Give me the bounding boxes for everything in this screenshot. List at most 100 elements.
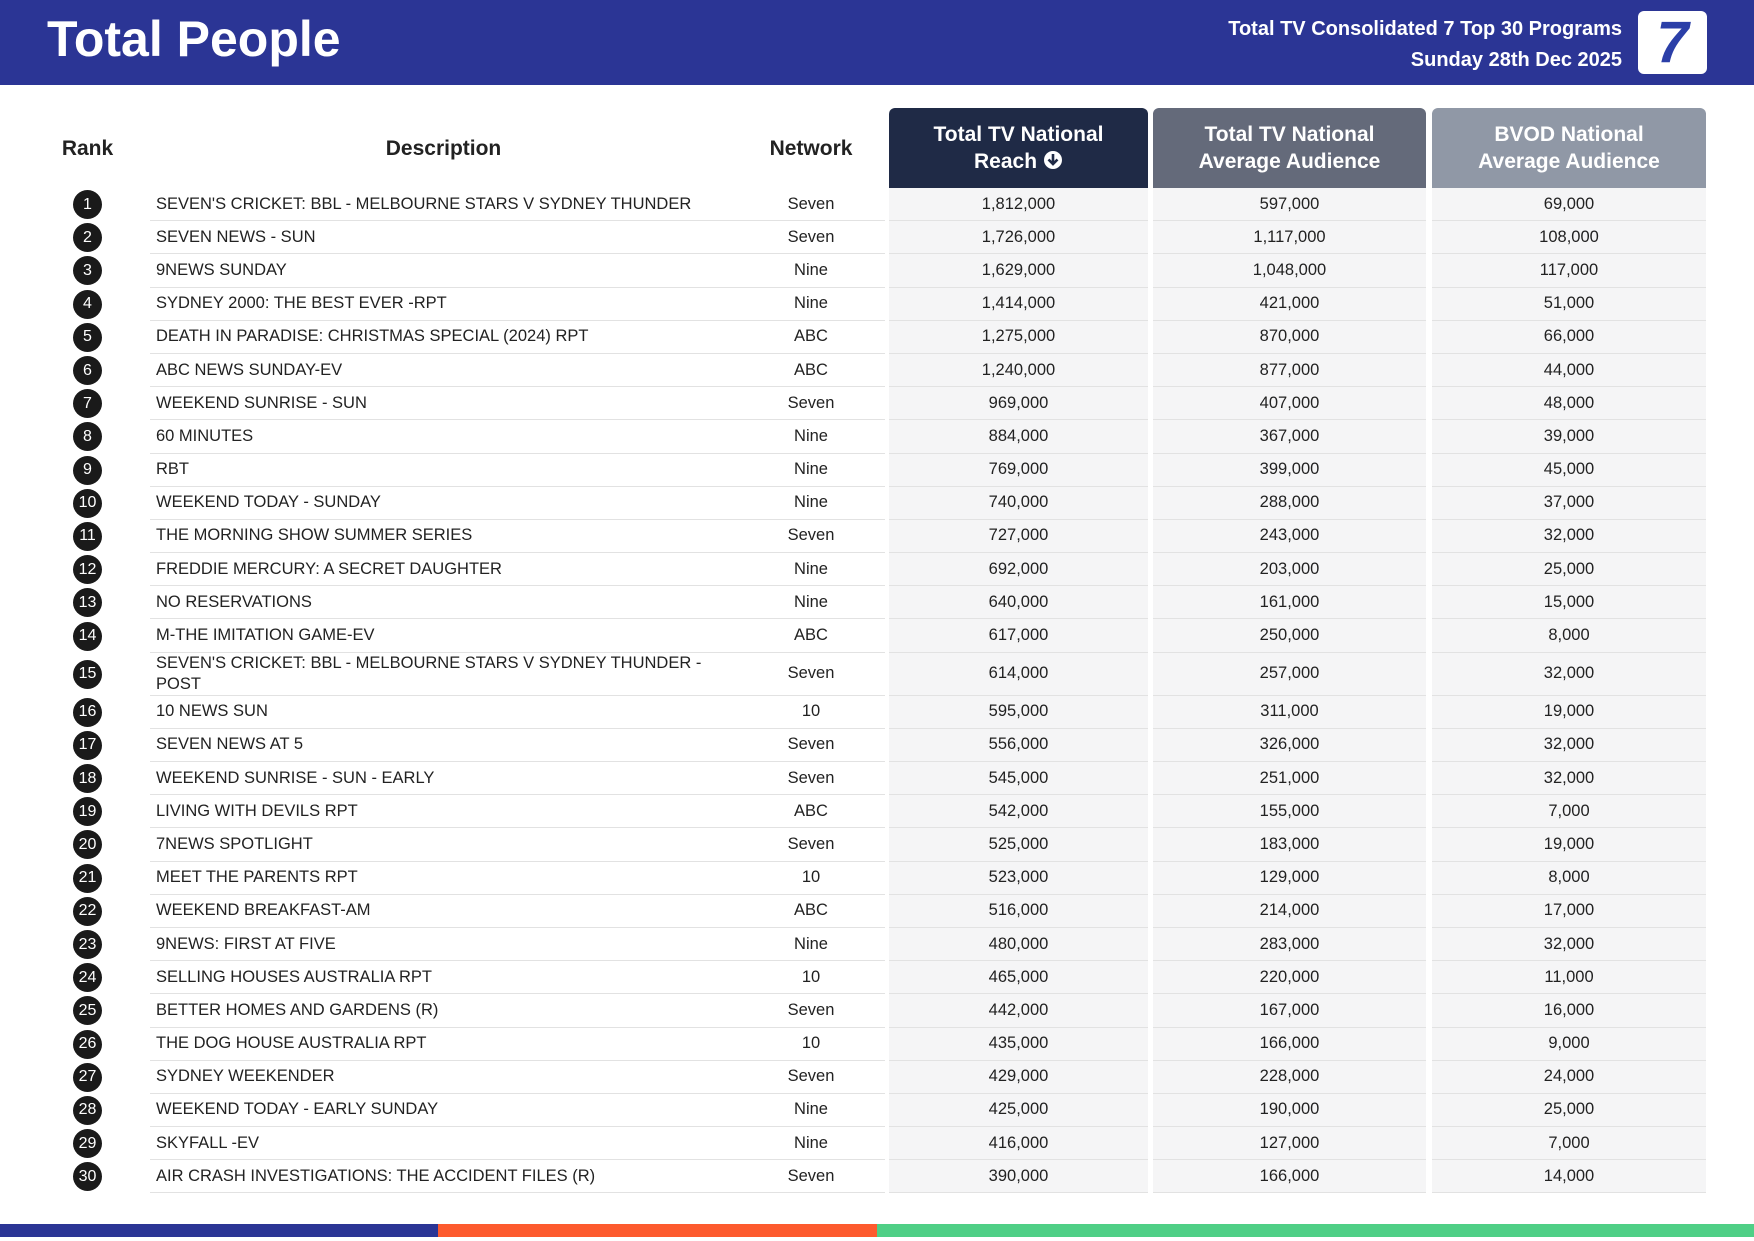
network-cell: Nine: [737, 254, 885, 288]
rank-badge: 2: [73, 223, 102, 253]
description-cell: SELLING HOUSES AUSTRALIA RPT: [150, 961, 737, 995]
rank-badge: 5: [73, 322, 102, 352]
table-row: 11 THE MORNING SHOW SUMMER SERIES Seven 727…: [25, 519, 1707, 554]
description-cell: 9NEWS SUNDAY: [150, 254, 737, 288]
description-cell: LIVING WITH DEVILS RPT: [150, 795, 737, 829]
header-text: Description: [385, 136, 502, 160]
value-cell: 7,000: [1432, 795, 1706, 829]
rank-badge: 30: [73, 1162, 102, 1192]
value-cell: 220,000: [1153, 961, 1426, 995]
network-cell: 10: [737, 862, 885, 895]
table-row: 18 WEEKEND SUNRISE - SUN - EARLY Seven 545,…: [25, 762, 1707, 796]
column-header: Total TV National Average Audience: [1153, 108, 1426, 188]
rank-cell: 15: [25, 653, 150, 696]
header-text: BVOD National: [1494, 123, 1644, 146]
rank-cell: 12: [25, 553, 150, 586]
value-cell: 390,000: [889, 1160, 1148, 1194]
table-row: 16 10 NEWS SUN 10 595,000 311,000 19,000: [25, 695, 1707, 729]
header-text: Reach: [973, 150, 1038, 173]
stripe: [0, 1224, 438, 1237]
value-cell: 769,000: [889, 453, 1148, 487]
value-cell: 1,117,000: [1153, 221, 1426, 255]
network-cell: 10: [737, 696, 885, 729]
rank-badge: 7: [73, 389, 102, 419]
subtitle-line: Total TV Consolidated 7 Top 30 Programs: [1228, 18, 1622, 40]
value-cell: 877,000: [1153, 353, 1426, 388]
rank-badge: 18: [73, 764, 102, 794]
description-cell: RBT: [150, 454, 737, 487]
value-cell: 161,000: [1153, 586, 1426, 620]
table-row: 14 M-THE IMITATION GAME-EV ABC 617,000 250,0…: [25, 619, 1707, 653]
value-cell: 367,000: [1153, 420, 1426, 454]
description-cell: SYDNEY WEEKENDER: [150, 1061, 737, 1094]
rank-badge: 25: [73, 996, 102, 1026]
description-cell: THE DOG HOUSE AUSTRALIA RPT: [150, 1028, 737, 1061]
network-cell: Seven: [737, 653, 885, 696]
description-cell: SEVEN NEWS AT 5: [150, 729, 737, 762]
rank-cell: 7: [25, 387, 150, 420]
value-cell: 640,000: [889, 586, 1148, 620]
value-cell: 25,000: [1432, 553, 1706, 587]
rank-badge: 4: [73, 289, 102, 319]
value-cell: 1,726,000: [889, 221, 1148, 255]
value-cell: 8,000: [1432, 619, 1706, 653]
value-cell: 32,000: [1432, 762, 1706, 796]
network-cell: Seven: [737, 221, 885, 255]
value-cell: 66,000: [1432, 320, 1706, 354]
table-row: 30 AIR CRASH INVESTIGATIONS: THE ACCIDENT…: [25, 1160, 1707, 1194]
table-row: 22 WEEKEND BREAKFAST-AM ABC 516,000 214,000 1…: [25, 894, 1707, 928]
header-text: Total TV National: [933, 123, 1104, 146]
rank-cell: 21: [25, 862, 150, 895]
rank-cell: 6: [25, 354, 150, 387]
value-cell: 870,000: [1153, 320, 1426, 354]
rank-badge: 24: [73, 963, 102, 993]
rank-cell: 28: [25, 1094, 150, 1127]
network-cell: ABC: [737, 321, 885, 354]
value-cell: 39,000: [1432, 420, 1706, 454]
value-cell: 69,000: [1432, 188, 1706, 222]
rank-cell: 5: [25, 321, 150, 354]
rank-cell: 2: [25, 221, 150, 254]
column-header: Total TV National Reach: [889, 108, 1148, 188]
rank-cell: 23: [25, 928, 150, 961]
value-cell: 740,000: [889, 486, 1148, 520]
network-cell: Nine: [737, 586, 885, 620]
rank-badge: 19: [73, 797, 102, 827]
description-cell: MEET THE PARENTS RPT: [150, 862, 737, 895]
network-cell: Nine: [737, 288, 885, 321]
rank-cell: 4: [25, 288, 150, 321]
value-cell: 155,000: [1153, 795, 1426, 829]
network-cell: Nine: [737, 487, 885, 520]
description-cell: SKYFALL -EV: [150, 1127, 737, 1161]
network-cell: ABC: [737, 619, 885, 653]
rank-badge: 22: [73, 896, 102, 926]
description-cell: WEEKEND TODAY - EARLY SUNDAY: [150, 1094, 737, 1128]
network-cell: Seven: [737, 729, 885, 762]
value-cell: 17,000: [1432, 894, 1706, 928]
subtitle-line: Sunday 28th Dec 2025: [1410, 49, 1622, 71]
network-cell: Seven: [737, 1061, 885, 1094]
network-cell: 10: [737, 961, 885, 995]
value-cell: 250,000: [1153, 619, 1426, 653]
value-cell: 421,000: [1153, 287, 1426, 321]
value-cell: 480,000: [889, 927, 1148, 962]
value-cell: 15,000: [1432, 586, 1706, 620]
column-header: BVOD National Average Audience: [1432, 108, 1706, 188]
rank-cell: 16: [25, 696, 150, 729]
table-row: 1 SEVEN'S CRICKET: BBL - MELBOURNE STARS …: [25, 188, 1707, 222]
value-cell: 9,000: [1432, 1027, 1706, 1061]
table-row: 23 9NEWS: FIRST AT FIVE Nine 480,000 283,000…: [25, 927, 1707, 962]
header-line: Average Audience: [1478, 148, 1660, 175]
table-row: 21 MEET THE PARENTS RPT 10 523,000 129,000 8,…: [25, 861, 1707, 895]
rank-cell: 14: [25, 619, 150, 652]
stripe: [877, 1224, 1754, 1237]
description-cell: M-THE IMITATION GAME-EV: [150, 619, 737, 653]
rank-cell: 25: [25, 994, 150, 1027]
description-cell: FREDDIE MERCURY: A SECRET DAUGHTER: [150, 553, 737, 587]
value-cell: 19,000: [1432, 695, 1706, 729]
value-cell: 311,000: [1153, 695, 1426, 729]
rank-cell: 26: [25, 1028, 150, 1061]
value-cell: 1,414,000: [889, 287, 1148, 321]
table-row: 20 7NEWS SPOTLIGHT Seven 525,000 183,000 19,0…: [25, 828, 1707, 862]
